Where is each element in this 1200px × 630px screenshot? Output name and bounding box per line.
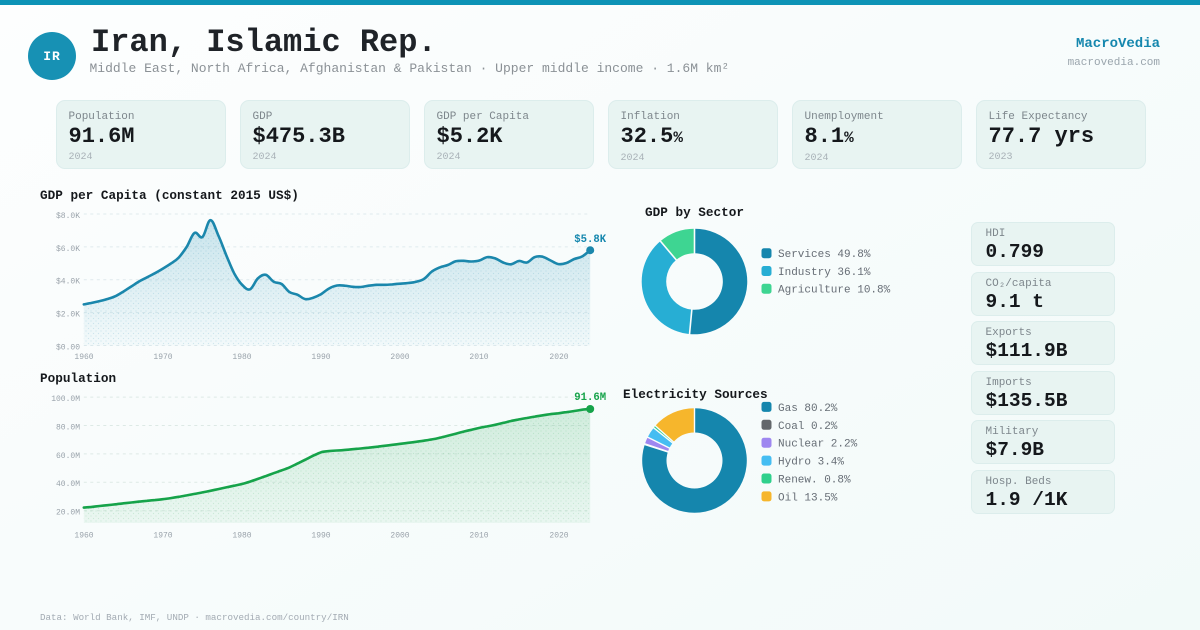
svg-text:$0.00: $0.00 [56,343,80,352]
svg-text:$2.0K: $2.0K [56,311,80,320]
svg-text:$8.0K: $8.0K [56,212,80,221]
svg-text:Industry 36.1%: Industry 36.1% [778,267,871,279]
svg-text:Nuclear 2.2%: Nuclear 2.2% [778,439,858,451]
svg-text:1990: 1990 [311,353,330,362]
svg-text:2020: 2020 [549,353,568,362]
svg-text:$6.0K: $6.0K [56,245,80,254]
svg-text:Gas 80.2%: Gas 80.2% [778,403,838,415]
svg-text:2010: 2010 [469,353,488,362]
svg-text:1980: 1980 [232,532,251,541]
svg-text:2000: 2000 [390,532,409,541]
svg-text:1970: 1970 [153,532,172,541]
svg-text:Coal 0.2%: Coal 0.2% [778,421,838,433]
svg-text:$4.0K: $4.0K [56,278,80,287]
svg-text:2020: 2020 [549,532,568,541]
svg-text:Renew. 0.8%: Renew. 0.8% [778,475,851,487]
svg-text:1960: 1960 [74,353,93,362]
svg-text:1960: 1960 [74,532,93,541]
svg-text:100.0M: 100.0M [51,395,80,404]
svg-text:Agriculture 10.8%: Agriculture 10.8% [778,285,891,297]
svg-text:20.0M: 20.0M [56,509,80,518]
svg-text:60.0M: 60.0M [56,452,80,461]
svg-text:Oil 13.5%: Oil 13.5% [778,492,838,504]
svg-text:Hydro 3.4%: Hydro 3.4% [778,457,844,469]
svg-text:1980: 1980 [232,353,251,362]
svg-text:$5.8K: $5.8K [574,234,606,246]
svg-text:1990: 1990 [311,532,330,541]
svg-text:Services 49.8%: Services 49.8% [778,249,871,261]
svg-text:91.6M: 91.6M [574,392,606,404]
svg-text:80.0M: 80.0M [56,423,80,432]
svg-text:1970: 1970 [153,353,172,362]
svg-text:40.0M: 40.0M [56,480,80,489]
svg-text:2010: 2010 [469,532,488,541]
svg-text:2000: 2000 [390,353,409,362]
